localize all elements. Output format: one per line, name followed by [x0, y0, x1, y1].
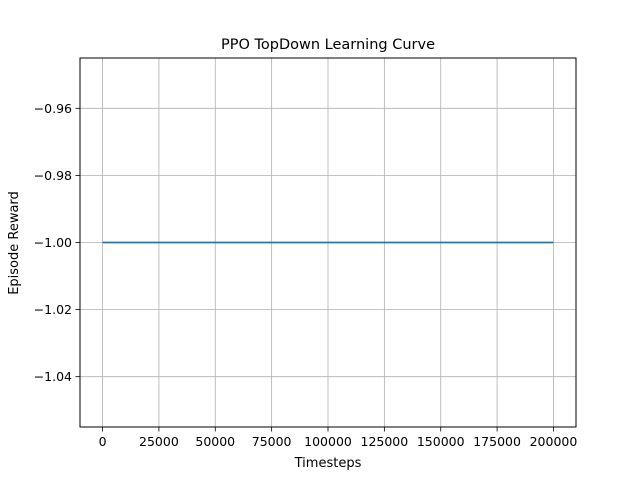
- y-tick-label: −0.96: [34, 101, 72, 116]
- x-axis-ticks: 0 25000 50000 75000 100000 125000 150000 175000…: [99, 427, 578, 449]
- x-tick-label: 125000: [361, 434, 409, 449]
- y-tick-label: −1.04: [34, 369, 72, 384]
- x-axis-label: Timesteps: [294, 456, 362, 471]
- y-tick-label: −1.00: [34, 235, 72, 250]
- x-tick-label: 25000: [139, 434, 179, 449]
- x-tick-label: 100000: [304, 434, 352, 449]
- x-tick-label: 150000: [417, 434, 465, 449]
- x-tick-label: 200000: [530, 434, 578, 449]
- y-tick-label: −1.02: [34, 302, 72, 317]
- chart-title: PPO TopDown Learning Curve: [221, 37, 435, 53]
- x-tick-label: 50000: [195, 434, 235, 449]
- x-tick-label: 0: [99, 434, 107, 449]
- x-tick-label: 75000: [252, 434, 292, 449]
- x-tick-label: 175000: [473, 434, 521, 449]
- y-axis-label: Episode Reward: [7, 191, 22, 295]
- y-tick-label: −0.98: [34, 168, 72, 183]
- y-axis-ticks: −0.96 −0.98 −1.00 −1.02 −1.04: [34, 101, 80, 384]
